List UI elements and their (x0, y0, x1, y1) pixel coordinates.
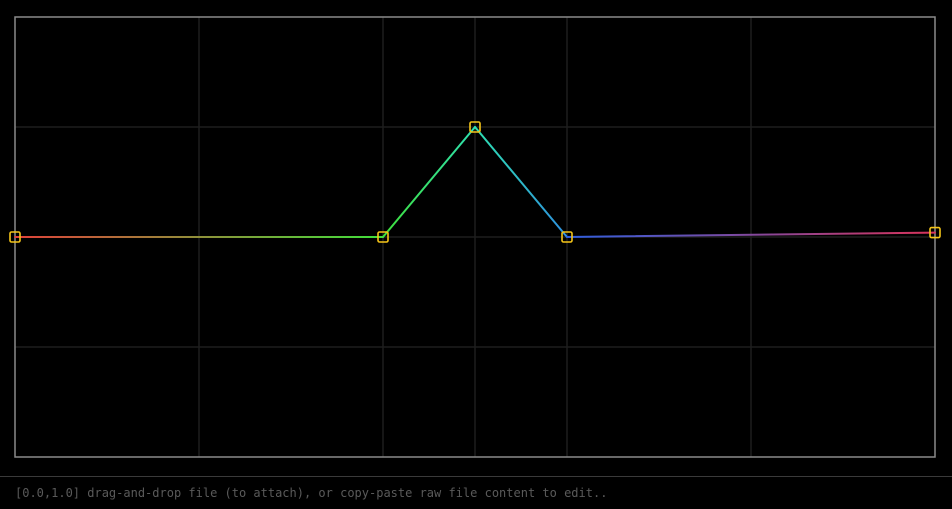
square-handle-icon[interactable] (377, 231, 389, 243)
square-handle-icon[interactable] (469, 121, 481, 133)
curve-editor-canvas[interactable] (0, 0, 952, 476)
curve-segment (566, 231, 936, 238)
curve-handles[interactable] (9, 121, 941, 243)
square-handle-icon[interactable] (929, 226, 941, 239)
square-handle-icon[interactable] (561, 231, 573, 243)
status-hint-text: [0.0,1.0] drag-and-drop file (to attach)… (15, 486, 608, 500)
curve-segment (474, 126, 568, 238)
square-handle-icon[interactable] (9, 231, 21, 243)
curve-segment (382, 126, 476, 238)
curve-segments (14, 126, 936, 238)
status-bar: [0.0,1.0] drag-and-drop file (to attach)… (0, 476, 952, 509)
